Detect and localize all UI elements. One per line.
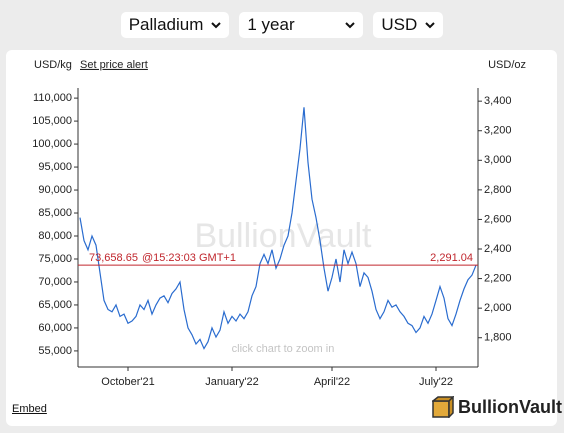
y2-tick-label: 2,600 (484, 213, 512, 225)
y-tick-label: 80,000 (38, 230, 72, 242)
toolbar: Palladium 1 year USD (0, 0, 564, 50)
select-text: USD (381, 15, 418, 34)
y2-tick-label: 2,400 (484, 243, 512, 255)
current-time-label: @15:23:03 GMT+1 (142, 252, 236, 264)
y2-tick-label: 2,800 (484, 184, 512, 196)
y2-tick-label: 2,000 (484, 302, 512, 314)
y-tick-label: 85,000 (38, 207, 72, 219)
x-tick-label: July'22 (419, 376, 453, 388)
y-tick-label: 60,000 (38, 322, 72, 334)
x-tick-label: April'22 (314, 376, 350, 388)
y-tick-label: 55,000 (38, 345, 72, 357)
y-tick-label: 90,000 (38, 184, 72, 196)
brand-logo: BullionVault (432, 396, 562, 418)
y-tick-label: 75,000 (38, 253, 72, 265)
x-tick-label: January'22 (205, 376, 258, 388)
chevron (345, 21, 356, 28)
y2-tick-label: 3,200 (484, 125, 512, 137)
currency-select[interactable]: USD (373, 12, 444, 38)
price-alert-link[interactable]: Set price alert (80, 59, 148, 71)
chevron (425, 21, 435, 28)
select-text: Palladium (128, 15, 204, 34)
select-text: 1 year (247, 15, 295, 34)
current-price-label: 73,658.65 (89, 252, 138, 264)
current-price-y2-label: 2,291.04 (430, 252, 473, 264)
y-tick-label: 105,000 (32, 115, 72, 127)
y2-tick-label: 3,000 (484, 154, 512, 166)
y2-tick-label: 1,800 (484, 332, 512, 344)
chevron (211, 21, 222, 28)
x-tick-label: October'21 (101, 376, 154, 388)
y-tick-label: 95,000 (38, 161, 72, 173)
period-select[interactable]: 1 year (239, 12, 364, 38)
y-tick-label: 100,000 (32, 138, 72, 150)
y2-tick-label: 2,200 (484, 272, 512, 284)
brand-name: BullionVault (458, 396, 563, 417)
chart-panel (6, 50, 557, 426)
y-axis-unit: USD/kg (34, 59, 72, 71)
price-line (79, 107, 477, 350)
embed-link[interactable]: Embed (12, 403, 47, 415)
logo-icon (432, 396, 454, 418)
y-tick-label: 70,000 (38, 276, 72, 288)
metal-select[interactable]: Palladium (120, 12, 230, 38)
y2-axis-unit: USD/oz (488, 59, 526, 71)
y2-tick-label: 3,400 (484, 95, 512, 107)
y-tick-label: 65,000 (38, 299, 72, 311)
zoom-hint: click chart to zoom in (232, 343, 335, 355)
y-tick-label: 110,000 (33, 92, 72, 104)
